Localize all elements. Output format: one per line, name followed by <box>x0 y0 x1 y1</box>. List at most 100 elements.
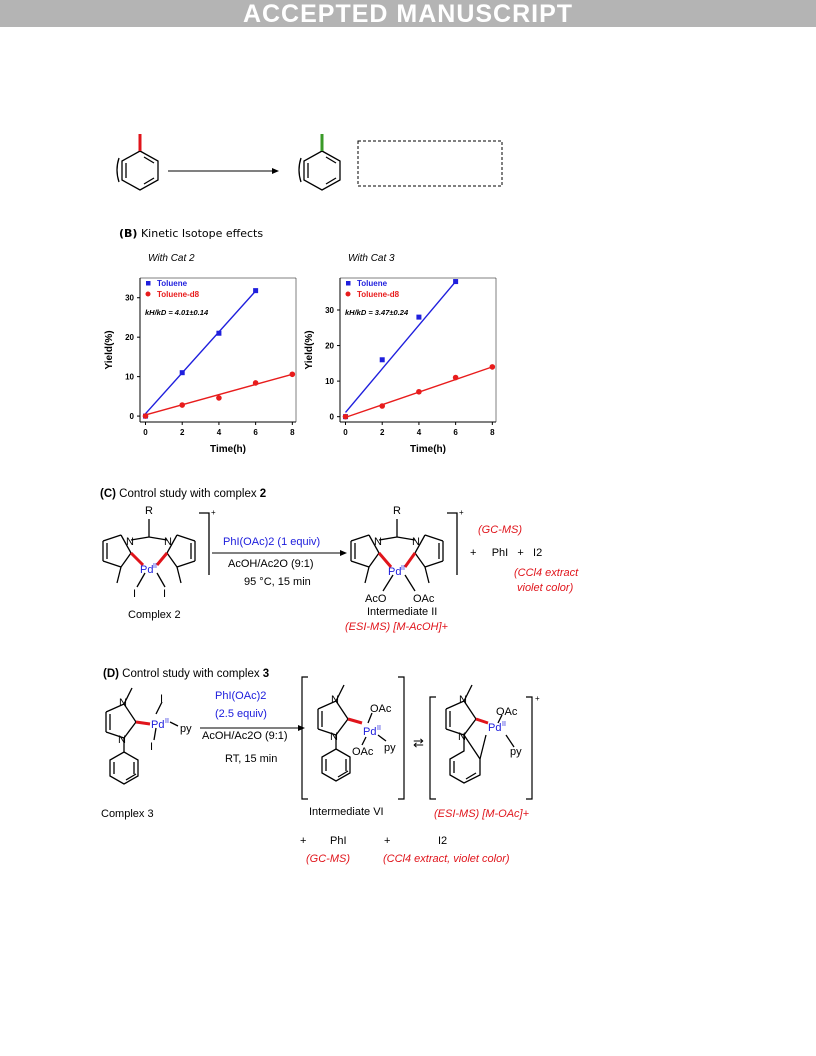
legend-label: Toluene <box>357 279 388 288</box>
y-tick-label: 0 <box>130 412 135 421</box>
data-point <box>216 395 222 401</box>
data-point <box>489 364 496 370</box>
py-ligand: py <box>180 723 192 735</box>
esi-ms-d: (ESI-MS) [M-OAc]+ <box>434 808 530 820</box>
data-point <box>216 330 222 336</box>
esi-ms-c: (ESI-MS) [M-AcOH]+ <box>345 621 448 633</box>
iodine-product: I2 <box>533 547 543 559</box>
section-b-heading: Kinetic Isotope effects <box>140 227 264 240</box>
phi-product: PhI <box>330 835 347 847</box>
data-point <box>379 403 386 409</box>
acetate-ligand: OAc <box>370 703 392 715</box>
equilibrium-arrows: ⇄ <box>413 735 424 750</box>
x-tick-label: 4 <box>217 428 222 437</box>
fit-line <box>145 373 293 416</box>
pd-atom: Pd <box>388 566 401 578</box>
data-point <box>179 402 186 408</box>
complex-3-label-text: Complex 3 <box>101 808 154 820</box>
chart-subtitle: With Cat 3 <box>348 253 395 264</box>
r-label: R <box>145 505 153 517</box>
section-b-label: (B) <box>119 227 138 240</box>
kie-annotation: kH/kD = 4.01±0.14 <box>145 308 209 317</box>
data-point <box>289 371 296 378</box>
n-atom: N <box>118 734 126 746</box>
section-d-heading: Control study with complex <box>122 668 263 680</box>
legend-marker <box>146 281 151 286</box>
section-c-title: (C) Control study with complex 2 <box>100 488 266 500</box>
data-point <box>252 380 259 386</box>
legend-label: Toluene-d8 <box>157 290 200 299</box>
conditions-c: 95 °C, 15 min <box>244 576 311 588</box>
n-atom: N <box>330 731 338 743</box>
fit-line <box>144 290 257 415</box>
x-tick-label: 0 <box>143 428 148 437</box>
kie-chart-cat3: With Cat 3 0 2 4 6 8 0 10 20 30 Time(h) Yield(%) Tol… <box>304 253 497 455</box>
toluene-ring-right <box>298 150 341 191</box>
y-tick-label: 0 <box>330 413 335 422</box>
x-tick-label: 6 <box>253 428 258 437</box>
palladacycle-structure: N N Pd II OAc py + <box>429 684 540 800</box>
toluene-ring-left <box>116 150 159 191</box>
n-atom: N <box>126 536 134 548</box>
iodide-ligand: I <box>160 693 163 705</box>
data-point <box>416 388 422 395</box>
iodine-product: I2 <box>438 835 448 847</box>
x-axis-label: Time(h) <box>410 444 446 455</box>
plus-sign: + <box>384 835 391 847</box>
legend-marker <box>145 291 151 297</box>
py-ligand: py <box>510 746 522 758</box>
solvent-c: AcOH/Ac2O (9:1) <box>228 558 314 570</box>
x-axis-label: Time(h) <box>210 444 246 455</box>
section-a-scheme <box>116 134 503 191</box>
gcms-d: (GC-MS) <box>306 853 350 865</box>
n-atom: N <box>164 536 172 548</box>
acetate-ligand: OAc <box>352 746 374 758</box>
data-point <box>253 288 259 294</box>
iodide-ligand: I <box>133 588 136 600</box>
phi-product: PhI <box>491 547 509 559</box>
intermediate-ii-label: Intermediate II <box>367 606 438 618</box>
pd-atom: Pd <box>151 719 164 731</box>
pd-oxidation: II <box>377 725 381 732</box>
reaction-arrow-c <box>212 550 347 556</box>
pd-oxidation: II <box>401 565 405 572</box>
y-axis-label: Yield(%) <box>304 330 315 369</box>
complex-2-structure: R N N Pd II I I + <box>102 505 216 600</box>
data-point <box>452 374 459 381</box>
conditions-d: RT, 15 min <box>225 753 278 765</box>
y-axis-label: Yield(%) <box>104 330 115 369</box>
pd-oxidation: II <box>502 721 506 728</box>
data-point <box>342 413 349 420</box>
solvent-d: AcOH/Ac2O (9:1) <box>202 730 288 742</box>
plus-sign: + <box>300 835 307 847</box>
section-c-label: (C) <box>100 488 116 500</box>
section-b-title: (B) Kinetic Isotope effects <box>119 227 263 240</box>
charge-plus: + <box>535 694 540 703</box>
intermediate-vi-label: Intermediate VI <box>309 806 384 818</box>
acetate-ligand: OAc <box>413 593 435 605</box>
ccl4-d: (CCl4 extract, violet color) <box>383 853 510 865</box>
x-tick-label: 8 <box>490 428 495 437</box>
reagent-d-1: PhI(OAc)2 <box>215 690 267 702</box>
legend-marker <box>346 281 351 286</box>
acetate-ligand: AcO <box>365 593 387 605</box>
iodide-ligand: I <box>150 741 153 753</box>
x-tick-label: 4 <box>417 428 422 437</box>
r-label: R <box>393 505 401 517</box>
reagent-c: PhI(OAc)2 (1 equiv) <box>223 536 321 548</box>
data-point <box>453 279 459 285</box>
intermediate-ii-structure: R N N Pd II AcO OAc + <box>350 505 464 605</box>
data-point <box>416 314 422 320</box>
complex-2-label: Complex 2 <box>128 609 181 621</box>
kie-chart-cat2: With Cat 2 0 2 4 6 8 0 10 20 30 Time(h) Yield(%) Tol… <box>104 253 297 455</box>
y-tick-label: 10 <box>125 373 134 382</box>
fit-line <box>344 281 457 413</box>
acetate-ligand: OAc <box>496 706 518 718</box>
complex-3-structure: N N Pd II I I py <box>105 687 192 785</box>
py-ligand: py <box>384 742 396 754</box>
ccl4-c-2: violet color) <box>517 582 574 594</box>
ccl4-c-1: (CCl4 extract <box>514 567 579 579</box>
y-tick-label: 30 <box>125 294 134 303</box>
n-atom: N <box>458 731 466 743</box>
byproducts-c: + PhI + I2 <box>470 547 542 559</box>
